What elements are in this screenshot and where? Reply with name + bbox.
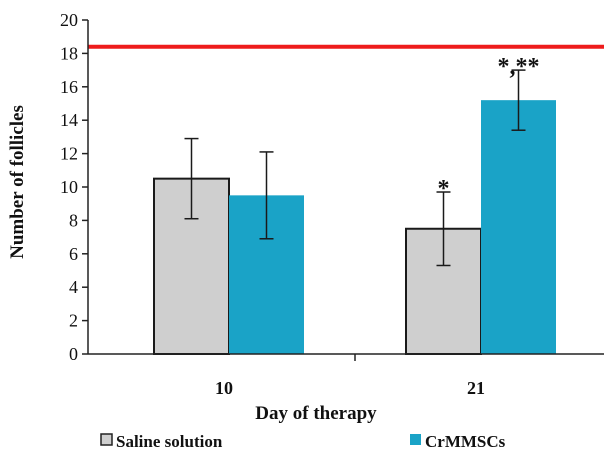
- y-tick-label-18: 18: [60, 43, 78, 63]
- bar-groups: * *,**: [153, 54, 556, 355]
- legend-swatch-saline-solution: [100, 433, 113, 446]
- x-tick-label-10: 10: [215, 378, 233, 398]
- y-axis-title: Number of follicles: [7, 105, 28, 259]
- bar-crmmscs-day-21-significance-label: *,**: [498, 54, 540, 80]
- y-tick-label-16: 16: [60, 77, 78, 97]
- y-tick-label-12: 12: [60, 144, 78, 164]
- y-tick-label-14: 14: [60, 110, 78, 130]
- x-axis-title: Day of therapy: [255, 403, 377, 424]
- bar-saline-solution-day-21-significance-label: *: [438, 176, 450, 202]
- y-tick-label-10: 10: [60, 177, 78, 197]
- y-tick-label-20: 20: [60, 10, 78, 30]
- x-tick-label-21: 21: [467, 378, 485, 398]
- bar-crmmscs-day-21: [481, 100, 556, 354]
- y-tick-label-8: 8: [69, 210, 78, 230]
- legend-label-crmmscs: CrMMSCs: [425, 432, 506, 451]
- y-tick-label-6: 6: [69, 244, 78, 264]
- legend-swatch-crmmscs: [410, 434, 421, 445]
- y-tick-label-0: 0: [69, 344, 78, 364]
- y-tick-label-4: 4: [69, 277, 78, 297]
- legend-label-saline-solution: Saline solution: [116, 432, 223, 451]
- y-axis-ticks: 0 2 4 6 8 10 12 14 16 18 20: [60, 10, 88, 364]
- y-tick-label-2: 2: [69, 311, 78, 331]
- axes: 10 21: [87, 20, 604, 398]
- legend: Saline solution CrMMSCs: [100, 432, 506, 451]
